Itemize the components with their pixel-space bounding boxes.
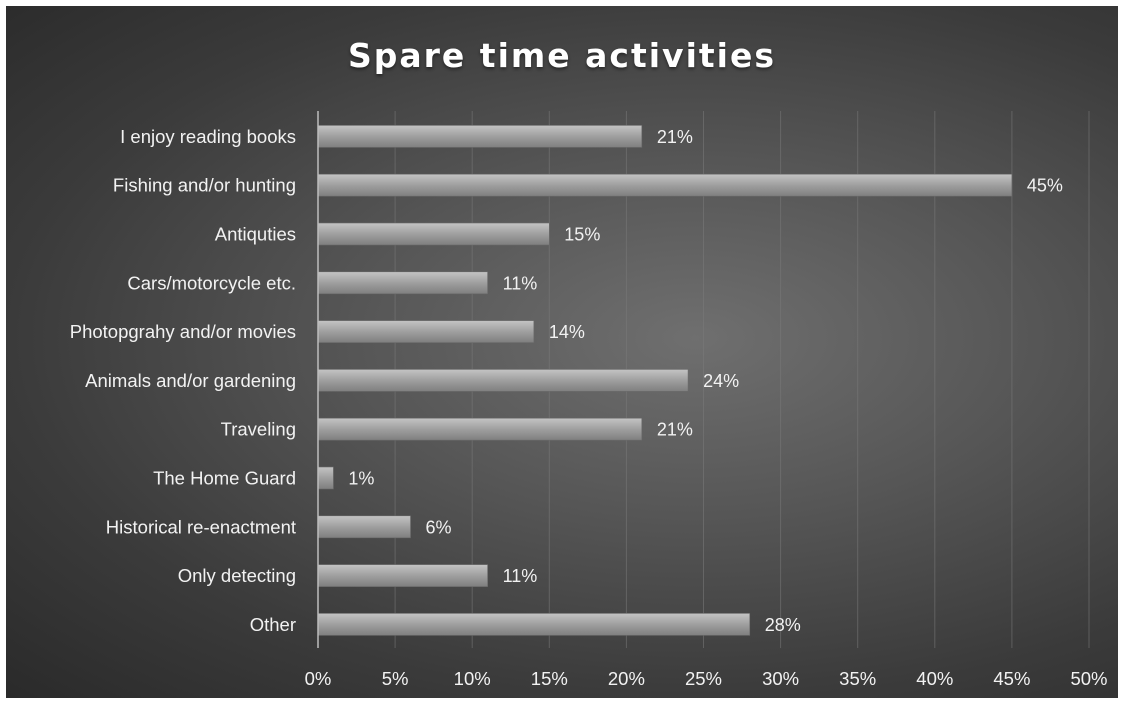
bar bbox=[317, 271, 488, 295]
bar-chart-plot: 0% 5% 10% 15% 20% 25% 30% 35% 40% 45% 50% I enjoy r… bbox=[70, 111, 1108, 689]
data-label: 11% bbox=[503, 566, 538, 586]
bar bbox=[317, 515, 411, 539]
chart-title: Spare time activities bbox=[348, 36, 776, 75]
x-tick-label: 25% bbox=[685, 668, 722, 689]
data-label: 24% bbox=[703, 371, 739, 391]
bar bbox=[317, 222, 550, 246]
x-tick-label: 30% bbox=[762, 668, 799, 689]
category-label: Antiquties bbox=[215, 224, 296, 245]
category-label: Animals and/or gardening bbox=[85, 370, 296, 391]
data-label: 45% bbox=[1027, 176, 1063, 196]
bar bbox=[317, 564, 488, 587]
x-tick-label: 20% bbox=[608, 668, 645, 689]
x-tick-label: 0% bbox=[305, 668, 332, 689]
bars bbox=[317, 125, 1013, 636]
bar bbox=[317, 125, 643, 148]
bar bbox=[317, 369, 689, 392]
x-tick-label: 10% bbox=[454, 668, 491, 689]
labels: 0% 5% 10% 15% 20% 25% 30% 35% 40% 45% 50% I enjoy r… bbox=[70, 126, 1108, 689]
data-label: 28% bbox=[765, 615, 801, 635]
category-label: Photopgrahy and/or movies bbox=[70, 321, 296, 342]
bar bbox=[317, 466, 334, 490]
data-label: 14% bbox=[549, 322, 585, 342]
x-tick-label: 50% bbox=[1070, 668, 1107, 689]
x-tick-label: 40% bbox=[916, 668, 953, 689]
bar bbox=[317, 613, 751, 636]
bar bbox=[317, 320, 535, 343]
category-label: Cars/motorcycle etc. bbox=[127, 272, 296, 293]
bar bbox=[317, 173, 1013, 197]
category-label: Traveling bbox=[221, 419, 296, 440]
data-label: 1% bbox=[348, 469, 374, 489]
category-label: Other bbox=[250, 614, 296, 635]
category-label: The Home Guard bbox=[153, 468, 296, 489]
data-label: 6% bbox=[426, 517, 452, 537]
category-label: I enjoy reading books bbox=[120, 126, 296, 147]
x-tick-label: 35% bbox=[839, 668, 876, 689]
data-label: 21% bbox=[657, 127, 693, 147]
chart-panel: Spare time activities 0% 5% 10% 15% 20% 25% 30… bbox=[6, 6, 1118, 698]
data-label: 11% bbox=[503, 273, 538, 293]
data-label: 15% bbox=[564, 225, 600, 245]
category-label: Historical re-enactment bbox=[106, 516, 296, 537]
bar bbox=[317, 417, 643, 441]
category-label: Fishing and/or hunting bbox=[113, 175, 296, 196]
x-tick-label: 15% bbox=[531, 668, 568, 689]
x-tick-label: 5% bbox=[382, 668, 409, 689]
category-label: Only detecting bbox=[178, 565, 296, 586]
data-label: 21% bbox=[657, 420, 693, 440]
x-tick-label: 45% bbox=[993, 668, 1030, 689]
